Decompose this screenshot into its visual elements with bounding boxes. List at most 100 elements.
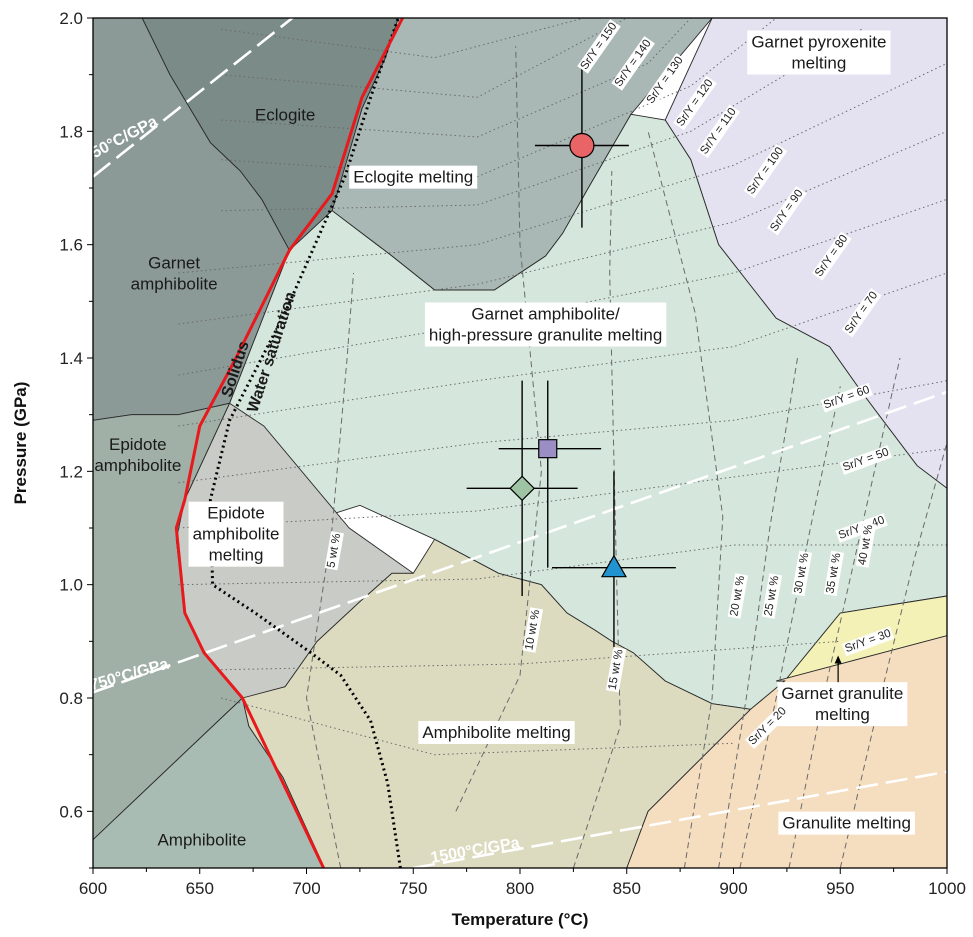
wt-label-35-wt-bg bbox=[823, 550, 845, 597]
y-tick-label: 1.8 bbox=[59, 122, 83, 141]
y-axis-title: Pressure (GPa) bbox=[11, 382, 30, 505]
water-saturation-line bbox=[208, 18, 402, 868]
label-garnet-granulite-melting: Garnet granulite melting bbox=[777, 682, 908, 727]
label-amphibolite-melting: Amphibolite melting bbox=[418, 721, 575, 744]
region-label-line: Garnet granulite bbox=[781, 684, 903, 703]
axes: 600 650 700 750 800 850 900 950 1000 0.6 0.8 1.0 1.2… bbox=[59, 9, 966, 898]
data-point-circle bbox=[569, 132, 595, 159]
region-label-line: Garnet bbox=[148, 254, 200, 273]
region-label-text: Garnet amphibolite/high-pressure granuli… bbox=[429, 305, 662, 345]
region-label-line: Epidote bbox=[109, 435, 167, 454]
data-point-square bbox=[538, 439, 558, 459]
region-label-text: Amphibolite melting bbox=[422, 723, 570, 742]
sr-y-label-sr-y-120-bg bbox=[673, 75, 717, 131]
sr-y-label-sr-y-80-bg bbox=[811, 231, 852, 281]
region-label-text: Garnet granulite melting bbox=[781, 684, 903, 724]
wt-label-30-wt-bg bbox=[791, 550, 813, 597]
sr-y-label-sr-y-100-bg bbox=[743, 143, 788, 199]
y-tick-label: 2.0 bbox=[59, 9, 83, 28]
region-label-line: melting bbox=[791, 54, 846, 73]
wt-label-25-wt-bg bbox=[761, 573, 783, 619]
wt-label-40-wt: 40 wt % bbox=[855, 522, 877, 568]
y-tick-label: 1.2 bbox=[59, 462, 83, 481]
sr-y-line-sr-y-50 bbox=[178, 448, 947, 529]
region-label-line: Garnet pyroxenite bbox=[751, 33, 886, 52]
region-label-line: amphibolite bbox=[193, 525, 280, 544]
label-box bbox=[418, 721, 575, 744]
region-label-line: Eclogite bbox=[255, 105, 315, 124]
label-eclogite-melting: Eclogite melting bbox=[349, 165, 478, 189]
x-tick-label: 750 bbox=[399, 879, 427, 898]
region-label-line: melting bbox=[815, 705, 870, 724]
wt-label-40-wt-bg bbox=[855, 522, 877, 568]
melt-line-40-wt bbox=[839, 442, 947, 868]
region-labels: Eclogite Garnet amphibolite Epidote amphibol… bbox=[94, 30, 915, 850]
sr-y-line-sr-y-140 bbox=[221, 18, 628, 98]
geotherm-350-c-gpa bbox=[93, 18, 295, 178]
x-tick-label: 850 bbox=[613, 879, 641, 898]
geotherm-1500-c-gpa bbox=[413, 770, 947, 868]
wt-label-5-wt: 5 wt % bbox=[324, 531, 344, 571]
sr-y-label-sr-y-20-bg bbox=[745, 703, 791, 750]
region-label-text: Garnet pyroxenite melting bbox=[751, 33, 886, 73]
melt-line-5-wt bbox=[305, 272, 354, 868]
x-tick-label: 650 bbox=[186, 879, 214, 898]
data-points bbox=[466, 63, 676, 670]
sr-y-label-sr-y-30-bg bbox=[841, 626, 895, 657]
wt-label-10-wt: 10 wt % bbox=[522, 607, 544, 653]
wt-label-20-wt-bg bbox=[727, 573, 749, 619]
arrow-head bbox=[834, 655, 842, 664]
sr-y-label-sr-y-110-bg bbox=[697, 104, 741, 159]
region-label-line: amphibolite bbox=[94, 456, 181, 475]
label-box bbox=[349, 165, 478, 189]
x-axis-title: Temperature (°C) bbox=[452, 910, 589, 929]
label-garnet-pyroxenite-melting: Garnet pyroxenite melting bbox=[747, 30, 891, 75]
wt-label-20-wt: 20 wt % bbox=[727, 573, 749, 619]
y-tick-label: 0.6 bbox=[59, 802, 83, 821]
region-label-line: Garnet amphibolite/ bbox=[471, 305, 620, 324]
region-label-line: melting bbox=[209, 546, 264, 565]
region-label-text: Epidote amphibolite melting bbox=[193, 504, 280, 565]
label-box bbox=[778, 811, 915, 835]
sr-y-label-sr-y-150-bg bbox=[577, 19, 621, 74]
geotherms bbox=[93, 18, 947, 868]
region-label-line: Amphibolite bbox=[157, 831, 246, 850]
x-tick-label: 1000 bbox=[928, 879, 966, 898]
wt-label-15-wt-bg bbox=[605, 646, 627, 693]
melt-line-35-wt bbox=[788, 357, 901, 868]
wt-label-5-wt-bg bbox=[324, 531, 344, 571]
regions bbox=[93, 18, 947, 868]
region-label-text: Garnet amphibolite bbox=[131, 254, 218, 294]
solidus-line bbox=[174, 18, 404, 868]
geotherm-750-c-gpa bbox=[93, 390, 947, 694]
region-label-line: amphibolite bbox=[131, 275, 218, 294]
sr-y-label-sr-y-50-bg bbox=[839, 445, 893, 475]
label-granulite-melting: Granulite melting bbox=[778, 811, 915, 835]
sr-y-line-sr-y-130 bbox=[221, 18, 692, 138]
x-tick-label: 900 bbox=[719, 879, 747, 898]
label-amphibolite: Amphibolite bbox=[157, 831, 246, 850]
y-tick-label: 1.6 bbox=[59, 236, 83, 255]
x-tick-label: 700 bbox=[292, 879, 320, 898]
label-box bbox=[777, 682, 908, 727]
melt-line-30-wt bbox=[739, 386, 841, 868]
region-label-line: Eclogite melting bbox=[353, 168, 473, 187]
wt-label-25-wt: 25 wt % bbox=[761, 573, 783, 619]
x-tick-label: 600 bbox=[79, 879, 107, 898]
sr-y-label-sr-y-140-bg bbox=[611, 36, 655, 91]
sr-y-line-sr-y-20 bbox=[220, 697, 734, 756]
wt-label-30-wt: 30 wt % bbox=[791, 550, 813, 597]
y-tick-label: 1.4 bbox=[59, 349, 83, 368]
data-point-triangle bbox=[600, 554, 627, 578]
region-label-text: Eclogite melting bbox=[353, 168, 473, 187]
label-epidote-amphibolite-melting: Epidote amphibolite melting bbox=[188, 501, 284, 567]
region-label-line: Granulite melting bbox=[782, 814, 911, 833]
label-box bbox=[188, 501, 284, 567]
label-box bbox=[424, 302, 667, 347]
region-label-text: Granulite melting bbox=[782, 814, 911, 833]
wt-label-15-wt: 15 wt % bbox=[605, 646, 627, 693]
label-garnet-amphibolite: Garnet amphibolite bbox=[131, 254, 218, 294]
sr-y-label-sr-y-130-bg bbox=[643, 53, 688, 108]
region-label-text: Epidote amphibolite bbox=[94, 435, 181, 475]
